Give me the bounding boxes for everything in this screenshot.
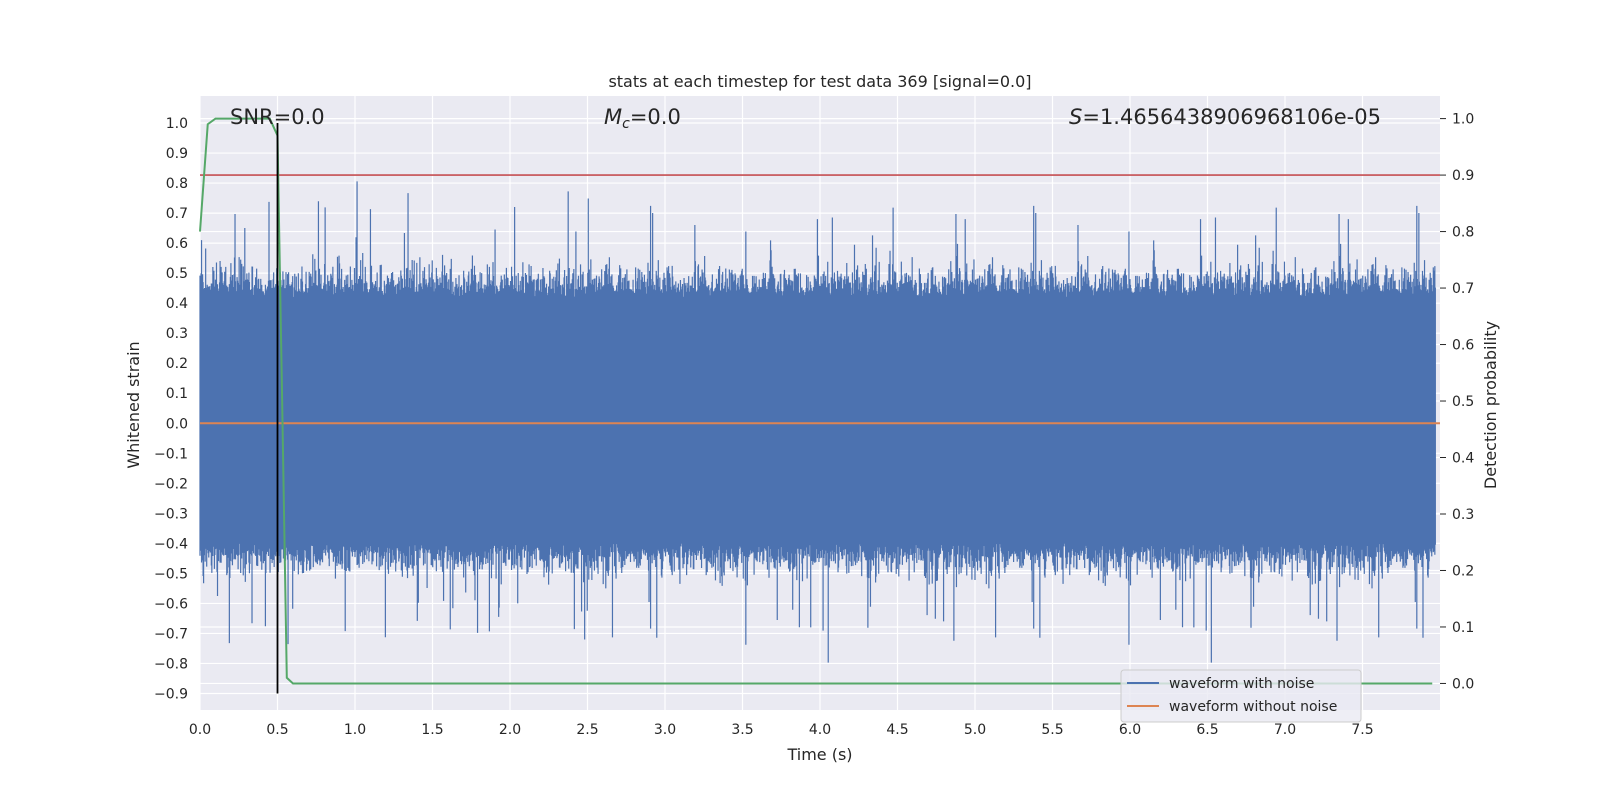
y2-tick-label: 0.9 xyxy=(1452,168,1474,184)
x-tick-label: 2.0 xyxy=(499,722,521,738)
legend-label-noise: waveform with noise xyxy=(1169,676,1314,692)
x-tick-label: 6.0 xyxy=(1119,722,1141,738)
y-tick-label: −0.6 xyxy=(154,596,188,612)
x-tick-label: 7.0 xyxy=(1274,722,1296,738)
y-tick-label: −0.4 xyxy=(154,536,188,552)
y-axis-label: Whitened strain xyxy=(124,341,143,468)
legend-box xyxy=(1120,669,1362,723)
x-axis-ticks: 0.0 0.5 1.0 1.5 2.0 2.5 3.0 3.5 4.0 4.5 5.0 5.5 6.0 6… xyxy=(189,722,1374,738)
x-tick-label: 7.5 xyxy=(1351,722,1373,738)
detection-probability-line xyxy=(199,117,1433,685)
chart-title: stats at each timestep for test data 369… xyxy=(608,72,1031,91)
x-tick-label: 6.5 xyxy=(1196,722,1218,738)
y2-tick-label: 0.4 xyxy=(1452,451,1474,467)
x-tick-label: 5.0 xyxy=(964,722,986,738)
x-tick-label: 1.5 xyxy=(421,722,443,738)
y2-tick-label: 0.5 xyxy=(1452,394,1474,410)
y2-tick-label: 0.1 xyxy=(1452,620,1474,636)
data-marks xyxy=(199,117,1440,694)
legend: waveform with noise waveform without noi… xyxy=(1120,669,1362,723)
y2-tick-label: 0.7 xyxy=(1452,281,1474,297)
y-tick-label: 0.3 xyxy=(166,326,188,342)
y-tick-label: −0.2 xyxy=(154,476,188,492)
y-tick-label: 1.0 xyxy=(166,116,188,132)
y-tick-label: 0.5 xyxy=(166,266,188,282)
y-tick-label: 0.4 xyxy=(166,296,188,312)
mc-annotation: Mc=0.0 xyxy=(604,105,681,132)
y-axis-ticks: 1.0 0.9 0.8 0.7 0.6 0.5 0.4 0.3 0.2 0.1 0.0 −0.1 −0.… xyxy=(154,116,188,702)
y-tick-label: 0.9 xyxy=(166,146,188,162)
snr-annotation: SNR=0.0 xyxy=(230,105,325,129)
x-tick-label: 4.0 xyxy=(809,722,831,738)
y-tick-label: −0.7 xyxy=(154,626,188,642)
x-tick-label: 3.5 xyxy=(731,722,753,738)
y2-tick-label: 0.2 xyxy=(1452,563,1474,579)
x-tick-label: 3.0 xyxy=(654,722,676,738)
x-tick-label: 5.5 xyxy=(1041,722,1063,738)
y-tick-label: −0.9 xyxy=(154,686,188,702)
x-tick-label: 2.5 xyxy=(576,722,598,738)
x-tick-label: 1.0 xyxy=(344,722,366,738)
x-tick-label: 4.5 xyxy=(886,722,908,738)
s-annotation: S=1.4656438906968106e-05 xyxy=(1069,105,1381,129)
y-tick-label: −0.5 xyxy=(154,566,188,582)
y2-tick-label: 0.3 xyxy=(1452,507,1474,523)
y-tick-label: −0.1 xyxy=(154,446,188,462)
y2-tick-label: 0.8 xyxy=(1452,225,1474,241)
y-tick-label: 0.1 xyxy=(166,386,188,402)
y2-tick-label: 0.6 xyxy=(1452,338,1474,354)
y-tick-label: −0.3 xyxy=(154,506,188,522)
y2-tick-label: 0.0 xyxy=(1452,676,1474,692)
y-tick-label: 0.6 xyxy=(166,236,188,252)
y-tick-label: 0.8 xyxy=(166,176,188,192)
x-axis-label: Time (s) xyxy=(786,745,852,764)
y-tick-label: 0.0 xyxy=(166,416,188,432)
y2-tick-label: 1.0 xyxy=(1452,112,1474,128)
y-tick-label: −0.8 xyxy=(154,656,188,672)
x-tick-label: 0.0 xyxy=(189,722,211,738)
y2-axis-label: Detection probability xyxy=(1481,321,1500,489)
legend-label-clean: waveform without noise xyxy=(1169,699,1337,715)
x-tick-label: 0.5 xyxy=(266,722,288,738)
y2-axis-ticks: 1.0 0.9 0.8 0.7 0.6 0.5 0.4 0.3 0.2 0.1 0.0 xyxy=(1440,112,1474,692)
y-tick-label: 0.2 xyxy=(166,356,188,372)
y-tick-label: 0.7 xyxy=(166,206,188,222)
waveform-with-noise-line xyxy=(199,181,1436,663)
